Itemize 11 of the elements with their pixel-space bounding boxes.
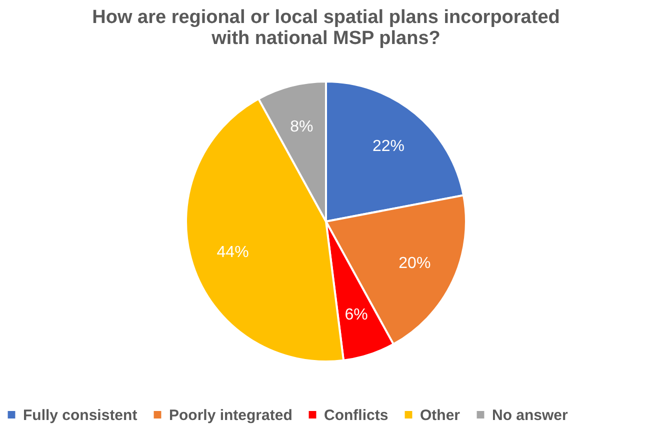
legend-label: Other [420,406,460,424]
legend-label: Fully consistent [23,406,138,424]
legend-label: Conflicts [324,406,388,424]
data-label: 6% [344,306,368,324]
data-label: 20% [398,255,431,272]
data-label: 44% [216,244,249,261]
data-label: 22% [372,138,404,155]
legend-label: Poorly integrated [169,406,292,424]
legend-label: No answer [492,406,568,424]
data-label: 8% [290,118,314,136]
chart-title: How are regional or local spatial plans incorporated with national MSP plans? [92,7,560,49]
